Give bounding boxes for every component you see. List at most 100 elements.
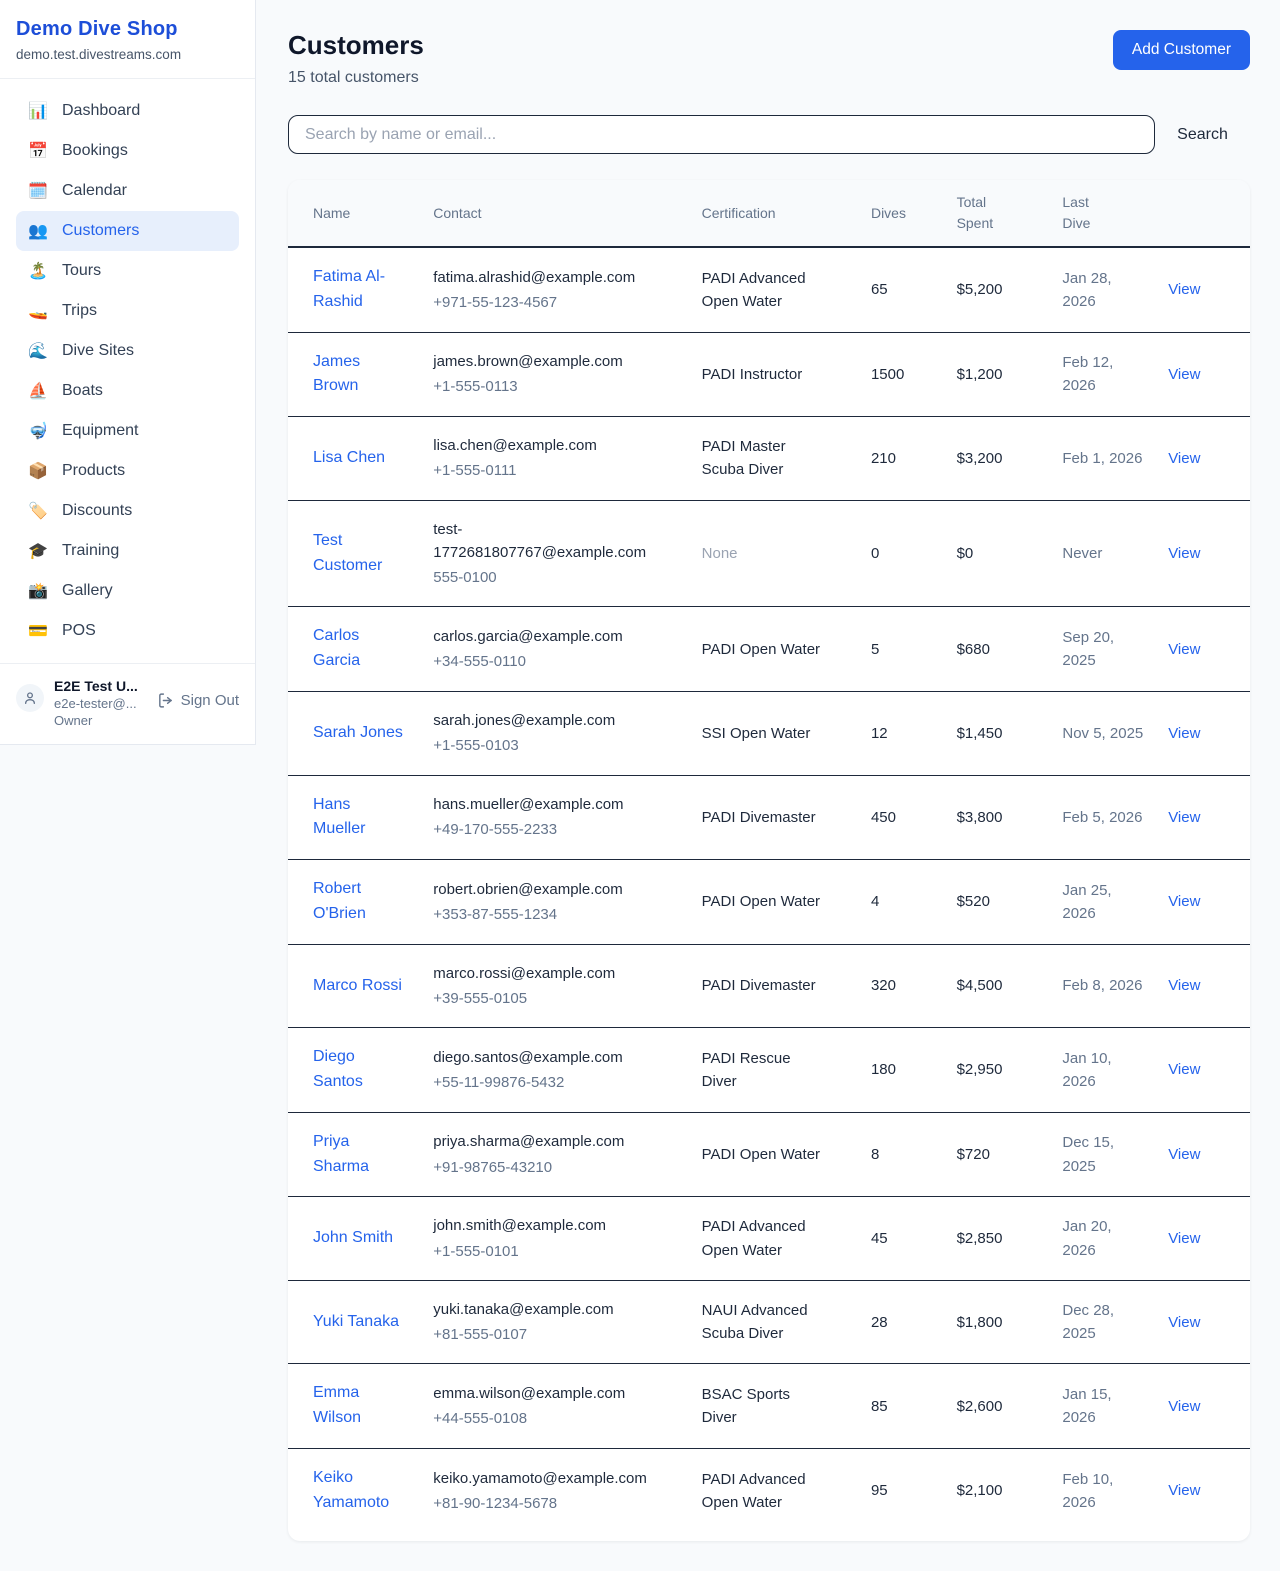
customer-dives: 95 <box>870 1482 888 1500</box>
view-customer-link[interactable]: View <box>1168 1061 1201 1079</box>
customer-name-link[interactable]: Fatima Al-Rashid <box>313 268 386 310</box>
nav-item-icon: 📊 <box>28 103 48 120</box>
customer-name-link[interactable]: Robert O'Brien <box>313 880 366 922</box>
customer-row: Yuki Tanaka yuki.tanaka@example.com +81-… <box>288 1280 1250 1365</box>
view-customer-link[interactable]: View <box>1168 1313 1201 1331</box>
customer-name-link[interactable]: Yuki Tanaka <box>313 1312 399 1330</box>
customer-last-dive: Feb 10, 2026 <box>1062 1470 1114 1511</box>
customer-total-spent: $680 <box>956 606 1063 693</box>
col-header-name: Name <box>288 180 434 248</box>
sidebar-nav-discounts[interactable]: 🏷️ Discounts <box>16 491 239 531</box>
sidebar-nav-customers[interactable]: 👥 Customers <box>16 211 239 251</box>
nav-item-icon: 🏷️ <box>28 503 48 520</box>
customer-name-link[interactable]: Emma Wilson <box>313 1384 362 1427</box>
customer-row: John Smith john.smith@example.com +1-555… <box>288 1196 1250 1281</box>
customer-last-dive: Jan 20, 2026 <box>1062 1196 1169 1281</box>
customer-phone: +1-555-0113 <box>433 378 518 396</box>
customer-total-spent: $1,450 <box>956 691 1063 776</box>
customer-email: sarah.jones@example.com <box>433 712 616 730</box>
customer-last-dive: Feb 12, 2026 <box>1062 332 1169 418</box>
sidebar-nav-equipment[interactable]: 🤿 Equipment <box>16 411 239 451</box>
col-header-contact: Contact <box>433 180 702 248</box>
customer-name-link[interactable]: Lisa Chen <box>313 449 386 467</box>
customer-email: test-1772681807767@example.com <box>433 520 647 561</box>
customer-name-link[interactable]: Keiko Yamamoto <box>313 1469 390 1511</box>
view-customer-link[interactable]: View <box>1168 977 1201 995</box>
customer-name-link[interactable]: Marco Rossi <box>313 976 402 994</box>
nav-item-label: POS <box>62 622 96 639</box>
sidebar-nav-products[interactable]: 📦 Products <box>16 451 239 491</box>
sidebar-nav-trips[interactable]: 🚤 Trips <box>16 291 239 331</box>
customer-phone: +34-555-0110 <box>433 653 526 671</box>
customer-last-dive: Dec 15, 2025 <box>1062 1112 1169 1198</box>
view-customer-link[interactable]: View <box>1168 1145 1201 1163</box>
search-input[interactable] <box>288 115 1155 154</box>
customer-total-spent: $1,800 <box>956 1280 1063 1365</box>
sign-out-icon <box>157 692 174 709</box>
shop-name: Demo Dive Shop <box>16 18 178 40</box>
customer-row: Sarah Jones sarah.jones@example.com +1-5… <box>288 691 1250 776</box>
view-customer-link[interactable]: View <box>1168 365 1201 383</box>
customer-name-link[interactable]: Diego Santos <box>313 1048 363 1091</box>
customer-total-spent: $2,100 <box>956 1482 1003 1500</box>
customer-phone: +39-555-0105 <box>433 989 528 1007</box>
customer-last-dive: Sep 20, 2025 <box>1062 606 1169 693</box>
add-customer-button[interactable]: Add Customer <box>1112 30 1250 70</box>
view-customer-link[interactable]: View <box>1168 893 1201 911</box>
customer-email: diego.santos@example.com <box>433 1048 623 1066</box>
nav-item-icon: 📦 <box>28 463 48 480</box>
customer-name-link[interactable]: Sarah Jones <box>313 723 403 741</box>
view-customer-link[interactable]: View <box>1168 449 1201 467</box>
nav-item-icon: 📸 <box>28 583 48 600</box>
customer-dives: 180 <box>870 1027 957 1113</box>
sidebar-nav-bookings[interactable]: 📅 Bookings <box>16 131 239 171</box>
sidebar-nav-dive-sites[interactable]: 🌊 Dive Sites <box>16 331 239 371</box>
customer-total-spent: $4,500 <box>956 944 1063 1029</box>
customer-last-dive: Never <box>1062 500 1169 608</box>
customer-phone: +44-555-0108 <box>433 1410 528 1428</box>
sidebar-nav-calendar[interactable]: 🗓️ Calendar <box>16 171 239 211</box>
sidebar-nav-tours[interactable]: 🏝️ Tours <box>16 251 239 291</box>
nav-item-icon: ⛵ <box>28 383 48 400</box>
customer-certification: PADI Advanced Open Water <box>701 1218 806 1259</box>
sidebar-nav-dashboard[interactable]: 📊 Dashboard <box>16 91 239 131</box>
page-header: Customers 15 total customers Add Custome… <box>288 30 1250 87</box>
search-button[interactable]: Search <box>1155 118 1250 152</box>
customer-name-link[interactable]: Hans Mueller <box>313 795 366 838</box>
customer-dives: 45 <box>870 1196 957 1281</box>
customer-dives: 0 <box>870 500 957 608</box>
customer-name-link[interactable]: Priya Sharma <box>313 1132 370 1175</box>
customer-phone: +49-170-555-2233 <box>433 821 558 839</box>
customer-certification: SSI Open Water <box>701 724 811 742</box>
sidebar-nav-pos[interactable]: 💳 POS <box>16 611 239 651</box>
user-info: E2E Test U... e2e-tester@... Owner <box>54 678 147 728</box>
sidebar-nav: 📊 Dashboard 📅 Bookings 🗓️ Calendar 👥 Cus… <box>0 79 255 663</box>
customer-certification: NAUI Advanced Scuba Diver <box>701 1301 808 1343</box>
customer-name-link[interactable]: James Brown <box>313 352 361 395</box>
sidebar-nav-gallery[interactable]: 📸 Gallery <box>16 571 239 611</box>
view-customer-link[interactable]: View <box>1168 808 1201 826</box>
user-role: Owner <box>54 713 93 728</box>
view-customer-link[interactable]: View <box>1168 281 1201 299</box>
view-customer-link[interactable]: View <box>1168 544 1201 562</box>
view-customer-link[interactable]: View <box>1168 724 1201 742</box>
col-header-actions <box>1168 180 1250 248</box>
customer-certification: PADI Instructor <box>701 365 803 383</box>
sign-out-button[interactable]: Sign Out <box>157 692 239 709</box>
view-customer-link[interactable]: View <box>1168 1397 1201 1415</box>
customer-row: James Brown james.brown@example.com +1-5… <box>288 332 1250 418</box>
customer-email: carlos.garcia@example.com <box>433 627 623 645</box>
customer-name-link[interactable]: Test Customer <box>313 531 383 574</box>
customer-phone: +91-98765-43210 <box>433 1158 553 1176</box>
sidebar-nav-boats[interactable]: ⛵ Boats <box>16 371 239 411</box>
customer-email: priya.sharma@example.com <box>433 1133 625 1151</box>
customer-dives: 1500 <box>870 332 957 418</box>
main-content: Customers 15 total customers Add Custome… <box>256 0 1280 1571</box>
view-customer-link[interactable]: View <box>1168 1230 1201 1248</box>
customer-email: keiko.yamamoto@example.com <box>433 1469 647 1487</box>
customer-name-link[interactable]: Carlos Garcia <box>313 627 361 670</box>
view-customer-link[interactable]: View <box>1168 640 1201 658</box>
sidebar-nav-training[interactable]: 🎓 Training <box>16 531 239 571</box>
customer-name-link[interactable]: John Smith <box>313 1229 394 1247</box>
